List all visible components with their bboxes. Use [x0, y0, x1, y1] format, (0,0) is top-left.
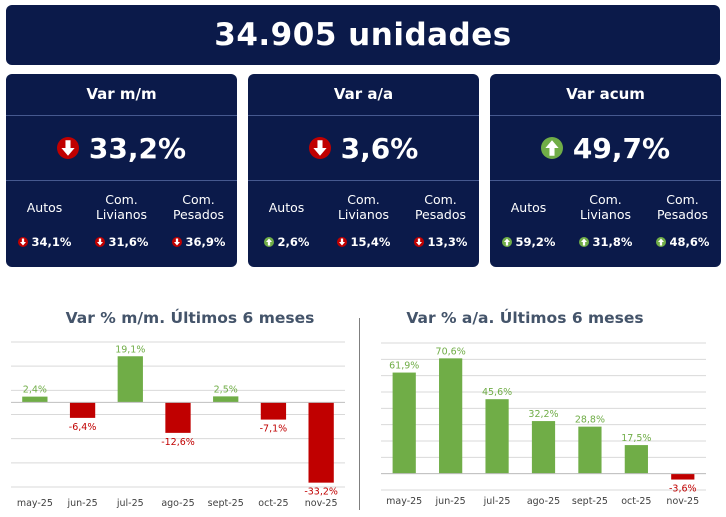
x-tick-label: oct-25: [258, 498, 288, 509]
card-main-value-text: 33,2%: [88, 131, 187, 165]
data-label: -6,4%: [69, 422, 97, 433]
arrow-down-icon: [94, 237, 105, 247]
bar-sept-25: [578, 426, 602, 474]
sub-metric-label: Autos: [268, 199, 305, 215]
card-var-mm: Var m/m 33,2% Autos 34,1% Com. Livianos 31,6%…: [6, 74, 237, 267]
data-label: -12,6%: [161, 437, 195, 448]
arrow-up-icon: [501, 237, 512, 247]
x-tick-label: sept-25: [208, 498, 244, 509]
bar-jun-25: [69, 402, 96, 418]
sub-metric-com-pesados: Com. Pesados 13,3%: [402, 181, 479, 267]
x-tick-label: nov-25: [305, 498, 338, 509]
x-tick-label: jul-25: [483, 496, 511, 507]
card-title: Var acum: [490, 74, 721, 116]
sub-metric-value: 2,6%: [277, 235, 310, 249]
bar-ago-25: [165, 402, 191, 433]
x-tick-label: oct-25: [621, 496, 651, 507]
bar-nov-25: [671, 473, 695, 480]
sub-metric-value: 36,9%: [185, 235, 226, 249]
data-label: 2,4%: [23, 385, 47, 396]
card-main-value: 3,6%: [248, 116, 479, 181]
sub-metric-com-pesados: Com. Pesados 36,9%: [160, 181, 237, 267]
arrow-down-icon: [413, 237, 424, 247]
sub-metric-value: 31,6%: [108, 235, 149, 249]
bar-jul-25: [485, 399, 509, 474]
card-main-value-text: 3,6%: [340, 131, 419, 165]
bar-jul-25: [117, 356, 143, 403]
sub-metric-label: Com. Livianos: [95, 192, 148, 222]
data-label: 45,6%: [482, 387, 512, 398]
sub-metric-label: Com. Livianos: [579, 192, 632, 222]
sub-metric-label: Com. Pesados: [172, 192, 225, 222]
arrow-down-icon: [308, 137, 331, 159]
sub-metric-value: 31,8%: [592, 235, 633, 249]
data-label: -7,1%: [260, 424, 288, 435]
sub-metric-com-pesados: Com. Pesados 48,6%: [644, 181, 721, 267]
sub-metric-com-livianos: Com. Livianos 31,8%: [567, 181, 644, 267]
x-tick-label: jun-25: [435, 496, 466, 507]
arrow-down-icon: [56, 137, 79, 159]
sub-metric-label: Autos: [26, 199, 63, 215]
sub-metric-value: 59,2%: [515, 235, 556, 249]
arrow-down-icon: [336, 237, 347, 247]
data-label: 19,1%: [115, 344, 145, 355]
chart-title-mm: Var % m/m. Últimos 6 meses: [65, 309, 315, 327]
chart-var-aa: 61,9% may-25 70,6% jun-25 45,6% jul-25 32,2% ag…: [381, 342, 706, 507]
x-tick-label: sept-25: [572, 496, 608, 507]
sub-metric-value: 13,3%: [427, 235, 468, 249]
arrow-down-icon: [17, 237, 28, 247]
data-label: 32,2%: [528, 409, 558, 420]
headline-total-units: 34.905 unidades: [6, 5, 720, 65]
chart-var-mm: 2,4% may-25 -6,4% jun-25 19,1% jul-25 -12,6% ag…: [11, 341, 345, 509]
card-main-value: 33,2%: [6, 116, 237, 181]
arrow-down-icon: [171, 237, 182, 247]
data-label: 70,6%: [436, 346, 466, 357]
arrow-up-icon: [578, 237, 589, 247]
sub-metric-value: 15,4%: [350, 235, 391, 249]
bar-nov-25: [308, 402, 334, 483]
chart-divider: [359, 318, 360, 510]
data-label: 28,8%: [575, 415, 605, 426]
card-main-value-text: 49,7%: [572, 131, 671, 165]
x-tick-label: jul-25: [116, 498, 144, 509]
x-tick-label: ago-25: [161, 498, 194, 509]
data-label: -3,6%: [669, 484, 697, 495]
arrow-up-icon: [263, 237, 274, 247]
bar-may-25: [392, 372, 416, 474]
bar-oct-25: [260, 402, 287, 420]
bar-jun-25: [439, 358, 463, 474]
sub-metric-value: 34,1%: [31, 235, 72, 249]
sub-metric-autos: Autos 2,6%: [248, 181, 325, 267]
sub-metric-com-livianos: Com. Livianos 15,4%: [325, 181, 402, 267]
card-title: Var m/m: [6, 74, 237, 116]
data-label: -33,2%: [304, 487, 338, 498]
x-tick-label: ago-25: [527, 496, 560, 507]
data-label: 17,5%: [621, 433, 651, 444]
data-label: 2,5%: [214, 384, 238, 395]
sub-metric-label: Com. Livianos: [337, 192, 390, 222]
data-label: 61,9%: [389, 361, 419, 372]
sub-metric-autos: Autos 34,1%: [6, 181, 83, 267]
sub-metric-label: Autos: [510, 199, 547, 215]
sub-metric-autos: Autos 59,2%: [490, 181, 567, 267]
sub-metric-value: 48,6%: [669, 235, 710, 249]
x-tick-label: may-25: [17, 498, 53, 509]
card-main-value: 49,7%: [490, 116, 721, 181]
card-var-acum: Var acum 49,7% Autos 59,2% Com. Livianos 31,8…: [490, 74, 721, 267]
sub-metric-label: Com. Pesados: [414, 192, 467, 222]
bar-ago-25: [531, 421, 556, 474]
x-tick-label: jun-25: [66, 498, 97, 509]
arrow-up-icon: [540, 137, 563, 159]
card-var-aa: Var a/a 3,6% Autos 2,6% Com. Livianos 15,4% Co…: [248, 74, 479, 267]
sub-metric-label: Com. Pesados: [656, 192, 709, 222]
x-tick-label: nov-25: [666, 496, 699, 507]
bar-sept-25: [213, 396, 239, 403]
bar-oct-25: [624, 445, 648, 474]
chart-title-aa: Var % a/a. Últimos 6 meses: [406, 309, 644, 327]
card-title: Var a/a: [248, 74, 479, 116]
bar-may-25: [22, 396, 48, 403]
sub-metric-com-livianos: Com. Livianos 31,6%: [83, 181, 160, 267]
x-tick-label: may-25: [386, 496, 422, 507]
arrow-up-icon: [655, 237, 666, 247]
